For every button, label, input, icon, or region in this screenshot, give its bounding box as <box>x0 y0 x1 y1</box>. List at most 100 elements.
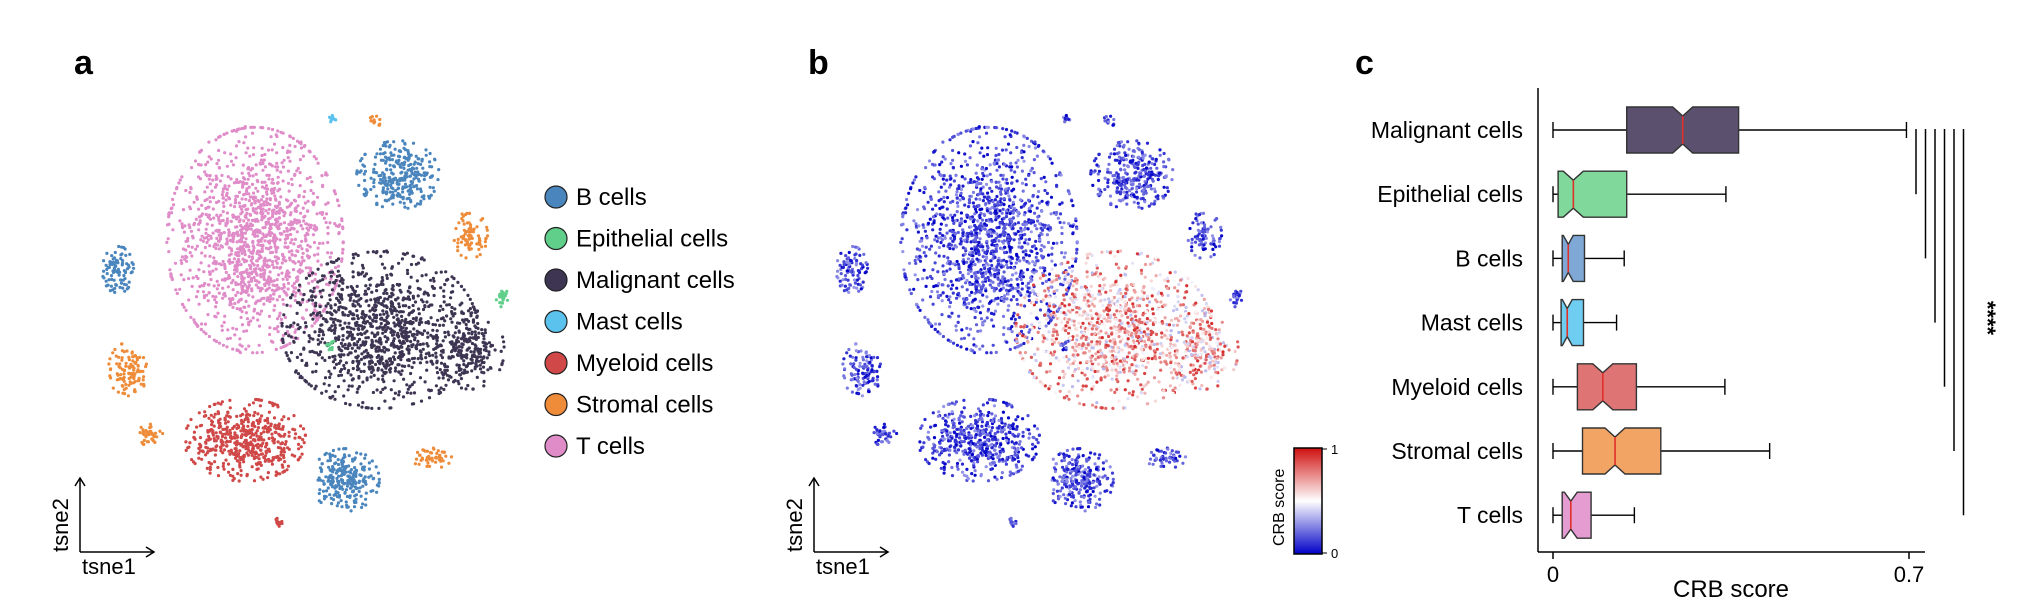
scatter-point <box>256 437 260 441</box>
scatter-point <box>399 355 403 359</box>
scatter-point <box>918 248 922 252</box>
scatter-point <box>298 158 302 162</box>
scatter-point <box>355 364 360 369</box>
scatter-point <box>316 280 320 284</box>
scatter-point <box>278 187 282 191</box>
scatter-point <box>278 266 282 270</box>
scatter-point <box>393 351 397 355</box>
scatter-point <box>359 272 363 276</box>
scatter-point <box>269 245 273 249</box>
scatter-point <box>267 286 271 290</box>
scatter-point <box>332 320 336 324</box>
scatter-point <box>206 233 211 238</box>
scatter-point <box>384 359 388 363</box>
scatter-point <box>985 174 989 178</box>
scatter-point <box>382 370 386 374</box>
scatter-point <box>412 327 416 331</box>
scatter-point <box>277 216 281 220</box>
scatter-point <box>977 253 981 257</box>
scatter-point <box>407 188 411 192</box>
scatter-point <box>317 333 321 338</box>
scatter-point <box>372 181 376 185</box>
scatter-point <box>320 295 324 299</box>
scatter-point <box>971 201 976 205</box>
scatter-point <box>419 189 423 194</box>
scatter-point <box>1019 226 1023 230</box>
scatter-point <box>451 284 455 288</box>
scatter-point <box>374 251 378 255</box>
scatter-point <box>388 180 392 184</box>
scatter-point <box>269 424 273 428</box>
scatter-point <box>924 245 928 249</box>
scatter-point <box>271 456 275 460</box>
scatter-point <box>302 292 306 297</box>
scatter-point <box>295 221 299 225</box>
scatter-point <box>454 325 458 329</box>
scatter-point <box>473 354 477 359</box>
scatter-point <box>260 297 264 301</box>
scatter-point <box>110 254 114 258</box>
scatter-point <box>398 200 402 204</box>
scatter-point <box>138 355 142 359</box>
scatter-point <box>325 262 329 266</box>
scatter-point <box>229 152 233 156</box>
scatter-point <box>460 310 464 314</box>
scatter-point <box>445 314 449 318</box>
scatter-point <box>247 283 251 287</box>
scatter-point <box>471 320 476 324</box>
scatter-point <box>325 173 329 177</box>
scatter-point <box>441 348 445 352</box>
scatter-point <box>217 291 221 295</box>
scatter-point <box>431 276 435 280</box>
scatter-point <box>1045 191 1049 195</box>
scatter-point <box>227 449 231 453</box>
scatter-point <box>363 292 367 296</box>
scatter-point <box>434 346 438 350</box>
scatter-point <box>350 384 354 388</box>
scatter-point <box>397 182 401 186</box>
scatter-point <box>341 313 345 317</box>
scatter-point <box>374 465 378 469</box>
scatter-point <box>489 344 493 348</box>
scatter-point <box>447 356 451 360</box>
scatter-point <box>213 453 217 457</box>
scatter-point <box>288 359 292 363</box>
scatter-point <box>122 273 126 278</box>
scatter-point <box>352 343 356 347</box>
scatter-point <box>275 151 279 155</box>
scatter-point <box>909 291 913 296</box>
scatter-point <box>346 347 350 351</box>
scatter-point <box>456 237 460 241</box>
scatter-point <box>924 284 928 288</box>
scatter-point <box>433 157 437 161</box>
scatter-point <box>282 158 286 162</box>
scatter-point <box>289 351 294 355</box>
scatter-point <box>483 331 487 335</box>
scatter-point <box>236 453 240 457</box>
scatter-point <box>242 454 247 458</box>
scatter-point <box>977 240 981 245</box>
scatter-point <box>278 238 282 242</box>
scatter-point <box>900 237 904 241</box>
scatter-point <box>251 438 255 442</box>
scatter-point <box>213 460 217 464</box>
scatter-point <box>218 237 223 241</box>
scatter-point <box>992 289 996 293</box>
scatter-point <box>188 225 192 230</box>
scatter-point <box>268 326 272 330</box>
scatter-point <box>239 414 243 418</box>
scatter-point <box>973 315 977 320</box>
scatter-point <box>457 366 461 370</box>
scatter-point <box>233 436 237 440</box>
scatter-point <box>377 123 381 127</box>
scatter-point <box>290 252 294 257</box>
scatter-point <box>304 380 309 384</box>
scatter-point <box>349 373 353 377</box>
scatter-point <box>961 234 965 238</box>
scatter-point <box>275 261 279 265</box>
scatter-point <box>187 223 191 227</box>
scatter-point <box>207 291 211 295</box>
scatter-point <box>319 350 323 354</box>
scatter-point <box>293 436 297 440</box>
scatter-point <box>139 382 143 386</box>
